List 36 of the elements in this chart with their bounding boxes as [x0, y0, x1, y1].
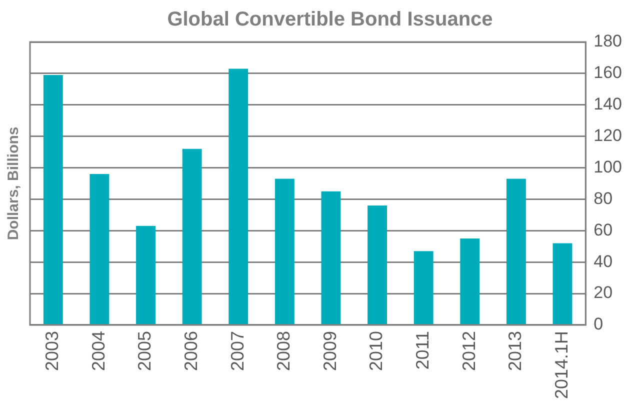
y-tick-label: 160	[594, 63, 622, 82]
bar	[182, 148, 202, 324]
x-tick-label: 2014.1H	[551, 330, 572, 400]
y-tick-label: 20	[594, 283, 613, 302]
bar	[90, 174, 110, 324]
x-tick-label: 2007	[227, 330, 248, 371]
x-tick-label: 2004	[88, 330, 108, 371]
y-tick-label: 80	[594, 188, 613, 208]
x-tick-label: 2008	[274, 330, 294, 371]
y-tick-label: 140	[594, 94, 622, 114]
bar	[321, 191, 341, 324]
y-tick-label: 0	[594, 314, 604, 334]
y-tick-label: 100	[594, 157, 622, 176]
bar	[43, 75, 63, 324]
y-tick-label: 180	[594, 32, 622, 51]
y-tick-label: 120	[594, 126, 622, 146]
x-tick-label: 2003	[42, 330, 62, 371]
x-tick-label: 2005	[134, 330, 155, 371]
y-tick-label: 60	[594, 220, 613, 240]
bar	[136, 226, 156, 324]
y-axis-title: Dollars, Billions	[5, 126, 22, 240]
bar	[368, 205, 387, 324]
x-tick-label: 2010	[366, 330, 386, 371]
x-tick-label: 2009	[320, 330, 340, 371]
bar	[460, 238, 480, 324]
bar	[552, 243, 572, 324]
y-tick-label: 40	[594, 252, 613, 271]
bar	[228, 68, 248, 324]
x-tick-label: 2011	[412, 330, 433, 370]
bar	[414, 251, 434, 324]
bar	[506, 178, 526, 324]
x-tick-label: 2006	[181, 330, 202, 371]
bar	[274, 178, 294, 324]
x-tick-label: 2013	[505, 330, 526, 371]
x-tick-label: 2012	[458, 330, 479, 371]
chart-title: Global Convertible Bond Issuance	[167, 8, 493, 31]
